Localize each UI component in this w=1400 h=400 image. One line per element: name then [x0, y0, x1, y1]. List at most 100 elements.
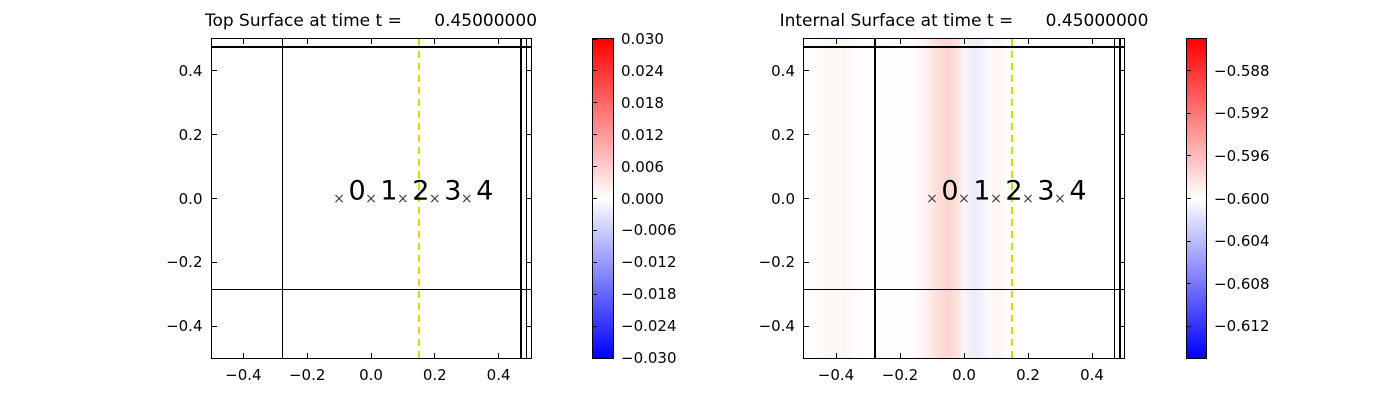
colorbar-tick-label: −0.030: [621, 349, 677, 367]
y-tick-label: 0.2: [178, 125, 203, 144]
x-tick: [1027, 353, 1029, 358]
top-surface-title: Top Surface at time t = 0.45000000: [204, 11, 538, 31]
y-tick-right: [525, 261, 531, 263]
y-tick-right: [1119, 134, 1124, 136]
marker-x-icon: ×: [460, 190, 473, 207]
x-tick-label: −0.2: [288, 366, 326, 384]
colorbar-tick-label: −0.596: [1214, 146, 1270, 165]
marker-label: 0: [348, 175, 366, 206]
y-tick-right: [525, 134, 531, 136]
colorbar-tick-label: −0.600: [1214, 189, 1270, 208]
marker-label: 1: [973, 175, 991, 206]
x-tick: [963, 353, 965, 358]
colorbar-tick: [1186, 70, 1191, 72]
x-tick-label: −0.2: [881, 366, 919, 384]
colorbar-tick: [1186, 155, 1191, 157]
x-tick-top: [242, 39, 244, 44]
x-tick-label: 0.2: [1016, 366, 1040, 384]
colorbar-tick: [1186, 283, 1191, 285]
x-tick-label: 0.0: [359, 366, 383, 384]
colorbar-tick: [593, 229, 597, 231]
x-tick: [1091, 353, 1093, 358]
x-tick-label: 0.4: [486, 366, 511, 384]
marker-label: 0: [941, 175, 959, 206]
marker-label: 4: [476, 175, 494, 206]
internal-surface-colorbar: −0.588 −0.592 −0.596 −0.600 −0.604 −0.608 −0.6…: [1185, 38, 1270, 359]
colorbar-tick: [593, 325, 597, 327]
marker-label: 1: [380, 175, 398, 206]
internal-surface-title: Internal Surface at time t = 0.45000000: [779, 11, 1149, 31]
y-tick: [804, 198, 809, 199]
colorbar-tick: [1186, 240, 1191, 242]
y-tick: [211, 134, 217, 136]
y-tick: [804, 134, 809, 136]
x-tick-top: [498, 39, 500, 44]
y-tick-right: [1119, 70, 1124, 72]
y-tick-label: 0.4: [178, 61, 203, 80]
y-tick: [804, 261, 809, 263]
colorbar-tick: [593, 102, 597, 104]
x-tick-label: −0.4: [817, 366, 855, 384]
x-tick-label: 0.0: [952, 366, 976, 384]
y-tick: [211, 325, 217, 327]
marker-x-icon: ×: [1022, 190, 1034, 207]
y-tick-right: [525, 198, 531, 199]
block-boundary-vline: [281, 39, 284, 358]
colorbar-tick-label: −0.612: [1214, 317, 1270, 336]
x-tick-top: [370, 39, 372, 44]
colorbar-tick-label: −0.012: [621, 253, 677, 272]
marker-label: 2: [412, 175, 430, 206]
top-surface-colorbar: 0.030 0.024 0.018 0.012 0.006 0.000 −0.006 −0.0…: [592, 31, 677, 366]
colorbar-tick-label: 0.000: [621, 189, 664, 208]
y-tick-right: [1119, 198, 1124, 199]
y-tick-label: 0.0: [771, 189, 795, 208]
x-tick: [835, 353, 837, 358]
marker-x-icon: ×: [990, 190, 1002, 207]
x-tick: [370, 353, 372, 358]
block-boundary-hline: [804, 288, 1124, 291]
block-boundary-hline: [804, 46, 1124, 48]
block-boundary-vline: [1119, 39, 1121, 358]
y-tick-label: −0.4: [166, 317, 203, 336]
colorbar-tick: [593, 357, 597, 359]
top-surface-axes: −0.4 −0.2 0.0 0.2 0.4 0.4 0.2 0.0 −0.2 −0.4 × 0 × 1 × 2…: [166, 38, 532, 383]
colorbar-tick: [593, 38, 597, 40]
colorbar-tick: [1186, 325, 1191, 327]
colorbar-tick-label: −0.604: [1214, 232, 1270, 251]
y-tick-right: [525, 70, 531, 72]
y-tick-label: −0.2: [166, 253, 203, 272]
colorbar-tick-label: −0.588: [1214, 61, 1270, 80]
colorbar-tick: [1186, 112, 1191, 114]
y-tick: [211, 261, 217, 263]
colorbar-tick: [1186, 198, 1191, 199]
block-boundary-vline: [520, 39, 522, 358]
colorbar-tick: [593, 261, 597, 263]
colorbar-tick-label: 0.018: [621, 93, 664, 112]
x-tick-top: [306, 39, 308, 44]
colorbar-tick: [593, 166, 597, 168]
colorbar-tick: [593, 70, 597, 72]
colorbar-tick: [593, 198, 597, 199]
x-tick-top: [899, 39, 901, 44]
y-tick-label: 0.2: [771, 125, 795, 144]
internal-surface-axes: −0.4 −0.2 0.0 0.2 0.4 0.4 0.2 0.0 −0.2 −0.4 × 0 × 1 × 2…: [759, 38, 1125, 383]
block-boundary-vline: [874, 39, 876, 358]
marker-label: 3: [444, 175, 462, 206]
colorbar-tick-label: 0.024: [621, 61, 664, 80]
x-tick-label: 0.4: [1080, 366, 1104, 384]
x-tick: [306, 353, 308, 358]
colorbar-tick-label: −0.024: [621, 317, 677, 336]
x-tick: [498, 353, 500, 358]
colorbar-tick: [593, 134, 597, 136]
block-boundary-vline: [525, 39, 528, 358]
x-tick: [242, 353, 244, 358]
marker-x-icon: ×: [428, 190, 441, 207]
y-tick: [804, 70, 809, 72]
colorbar-tick-label: 0.012: [621, 125, 664, 144]
colorbar-tick-label: 0.006: [621, 157, 664, 176]
colorbar-tick-label: −0.018: [621, 285, 677, 304]
y-tick: [211, 198, 217, 199]
block-boundary-hline: [211, 46, 531, 48]
colorbar-tick-label: 0.030: [621, 30, 664, 48]
